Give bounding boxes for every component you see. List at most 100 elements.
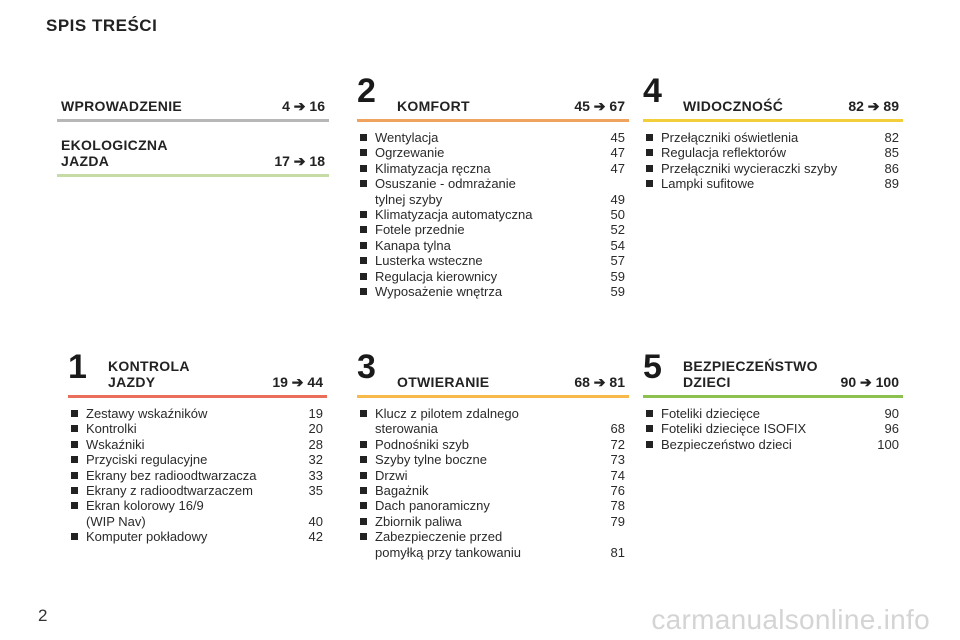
toc-entry[interactable]: Podnośniki szyb 72 bbox=[357, 437, 629, 452]
section-title: KONTROLA JAZDY bbox=[108, 358, 190, 390]
square-bullet-icon bbox=[71, 471, 78, 479]
section-kontrola-jazdy[interactable]: 1 KONTROLA JAZDY 19 ➔ 44 Zestawy wskaźni… bbox=[68, 350, 327, 545]
toc-entry-label: Dach panoramiczny bbox=[375, 498, 490, 514]
toc-entry[interactable]: Ekrany bez radioodtwarzacza 33 bbox=[68, 468, 327, 483]
toc-entry[interactable]: Lampki sufitowe 89 bbox=[643, 176, 903, 191]
toc-entry-page: 50 bbox=[610, 207, 625, 223]
toc-entry[interactable]: Przyciski regulacyjne 32 bbox=[68, 452, 327, 467]
toc-entry-label: Przyciski regulacyjne bbox=[86, 452, 208, 468]
toc-entry-page: 85 bbox=[884, 145, 899, 161]
toc-entry-page: 47 bbox=[610, 145, 625, 161]
toc-entry-label: Wyposażenie wnętrza bbox=[375, 284, 503, 300]
toc-entry[interactable]: Przełączniki wycieraczki szyby 86 bbox=[643, 161, 903, 176]
toc-entry[interactable]: Klimatyzacja ręczna 47 bbox=[357, 161, 629, 176]
toc-entry[interactable]: Klimatyzacja automatyczna 50 bbox=[357, 207, 629, 222]
section-otwieranie[interactable]: 3 OTWIERANIE 68 ➔ 81 Klucz z pilotem zda… bbox=[357, 350, 629, 560]
toc-entry[interactable]: Ogrzewanie 47 bbox=[357, 145, 629, 160]
toc-entry-page: 96 bbox=[884, 421, 899, 437]
toc-entry-page: 78 bbox=[610, 498, 625, 514]
toc-entry-page: 49 bbox=[610, 191, 625, 207]
square-bullet-icon bbox=[360, 517, 367, 525]
section-ekologiczna-jazda[interactable]: EKOLOGICZNA JAZDA 17 ➔ 18 bbox=[57, 135, 329, 177]
toc-entry-page: 42 bbox=[308, 529, 323, 545]
toc-entry-page: 28 bbox=[308, 436, 323, 452]
square-bullet-icon bbox=[646, 180, 653, 188]
square-bullet-icon bbox=[360, 533, 367, 541]
toc-entry-label: Komputer pokładowy bbox=[86, 529, 208, 545]
square-bullet-icon bbox=[360, 440, 367, 448]
watermark: carmanualsonline.info bbox=[651, 604, 930, 635]
toc-entry-label: Szyby tylne boczne bbox=[375, 452, 488, 468]
toc-entry[interactable]: Przełączniki oświetlenia 82 bbox=[643, 130, 903, 145]
toc-entry[interactable]: Fotele przednie 52 bbox=[357, 222, 629, 237]
section-wprowadzenie[interactable]: WPROWADZENIE 4 ➔ 16 bbox=[57, 80, 329, 122]
section-title: OTWIERANIE bbox=[397, 374, 490, 390]
toc-entry[interactable]: Klucz z pilotem zdalnego sterowania 68 bbox=[357, 406, 629, 437]
section-divider bbox=[643, 395, 903, 398]
toc-entry[interactable]: Komputer pokładowy 42 bbox=[68, 529, 327, 544]
square-bullet-icon bbox=[360, 164, 367, 172]
toc-entry[interactable]: Zestawy wskaźników 19 bbox=[68, 406, 327, 421]
section-number: 1 bbox=[68, 348, 87, 386]
toc-entry-label: Zbiornik paliwa bbox=[375, 513, 462, 529]
toc-entry[interactable]: Bezpieczeństwo dzieci 100 bbox=[643, 437, 903, 452]
section-bezpieczenstwo-dzieci[interactable]: 5 BEZPIECZEŃSTWO DZIECI 90 ➔ 100 Fotelik… bbox=[643, 350, 903, 452]
toc-entry-page: 72 bbox=[610, 436, 625, 452]
section-divider bbox=[357, 119, 629, 122]
toc-entry-label: Kanapa tylna bbox=[375, 237, 451, 253]
toc-entry-label: Foteliki dziecięce bbox=[661, 406, 760, 421]
page-number: 2 bbox=[38, 606, 48, 625]
square-bullet-icon bbox=[360, 410, 367, 417]
section-divider bbox=[357, 395, 629, 398]
toc-entry-label: Zestawy wskaźników bbox=[86, 406, 208, 421]
toc-entry-label: Ekrany bez radioodtwarzacza bbox=[86, 467, 257, 483]
toc-entry[interactable]: Wskaźniki 28 bbox=[68, 437, 327, 452]
toc-entry-page: 45 bbox=[610, 130, 625, 145]
toc-entry[interactable]: Lusterka wsteczne 57 bbox=[357, 253, 629, 268]
square-bullet-icon bbox=[71, 440, 78, 448]
section-number: 4 bbox=[643, 72, 662, 110]
toc-entry[interactable]: Regulacja kierownicy 59 bbox=[357, 269, 629, 284]
toc-entry-label: Podnośniki szyb bbox=[375, 436, 469, 452]
toc-entry[interactable]: Osuszanie - odmrażanie tylnej szyby 49 bbox=[357, 176, 629, 207]
toc-entry[interactable]: Ekran kolorowy 16/9 (WIP Nav) 40 bbox=[68, 498, 327, 529]
section-komfort[interactable]: 2 KOMFORT 45 ➔ 67 Wentylacja 45 Ogrzewanie… bbox=[357, 74, 629, 299]
toc-entry[interactable]: Bagażnik 76 bbox=[357, 483, 629, 498]
square-bullet-icon bbox=[71, 502, 78, 510]
square-bullet-icon bbox=[71, 487, 78, 495]
toc-entry-page: 86 bbox=[884, 160, 899, 176]
square-bullet-icon bbox=[360, 272, 367, 280]
square-bullet-icon bbox=[360, 134, 367, 141]
toc-entry-label: Klimatyzacja ręczna bbox=[375, 160, 491, 176]
toc-entry[interactable]: Drzwi 74 bbox=[357, 468, 629, 483]
toc-entry-label: Klucz z pilotem zdalnego sterowania bbox=[375, 406, 519, 437]
toc-entry-label: Bagażnik bbox=[375, 483, 429, 499]
toc-entry-label: Fotele przednie bbox=[375, 222, 465, 238]
toc-entry[interactable]: Kanapa tylna 54 bbox=[357, 238, 629, 253]
toc-entry[interactable]: Dach panoramiczny 78 bbox=[357, 498, 629, 513]
section-number: 5 bbox=[643, 348, 662, 386]
toc-entry[interactable]: Foteliki dziecięce 90 bbox=[643, 406, 903, 421]
toc-entry[interactable]: Zbiornik paliwa 79 bbox=[357, 514, 629, 529]
toc-entry[interactable]: Foteliki dziecięce ISOFIX 96 bbox=[643, 421, 903, 436]
toc-entry[interactable]: Ekrany z radioodtwarzaczem 35 bbox=[68, 483, 327, 498]
toc-entry-label: Regulacja reflektorów bbox=[661, 145, 787, 161]
section-page-range: 17 ➔ 18 bbox=[274, 153, 325, 169]
section-widocznosc[interactable]: 4 WIDOCZNOŚĆ 82 ➔ 89 Przełączniki oświet… bbox=[643, 74, 903, 192]
toc-entry-label: Przełączniki oświetlenia bbox=[661, 130, 799, 145]
toc-entry[interactable]: Regulacja reflektorów 85 bbox=[643, 145, 903, 160]
toc-entry[interactable]: Szyby tylne boczne 73 bbox=[357, 452, 629, 467]
section-title: WIDOCZNOŚĆ bbox=[683, 98, 784, 114]
section-page-range: 82 ➔ 89 bbox=[848, 98, 899, 114]
square-bullet-icon bbox=[71, 456, 78, 464]
toc-entry[interactable]: Zabezpieczenie przed pomyłką przy tankow… bbox=[357, 529, 629, 560]
toc-entry[interactable]: Wyposażenie wnętrza 59 bbox=[357, 284, 629, 299]
toc-entry[interactable]: Wentylacja 45 bbox=[357, 130, 629, 145]
square-bullet-icon bbox=[360, 241, 367, 249]
arrow-right-icon: ➔ bbox=[867, 98, 880, 114]
toc-entry-page: 59 bbox=[610, 284, 625, 300]
square-bullet-icon bbox=[360, 502, 367, 510]
square-bullet-icon bbox=[360, 471, 367, 479]
toc-entry-label: Foteliki dziecięce ISOFIX bbox=[661, 421, 807, 437]
toc-entry[interactable]: Kontrolki 20 bbox=[68, 421, 327, 436]
